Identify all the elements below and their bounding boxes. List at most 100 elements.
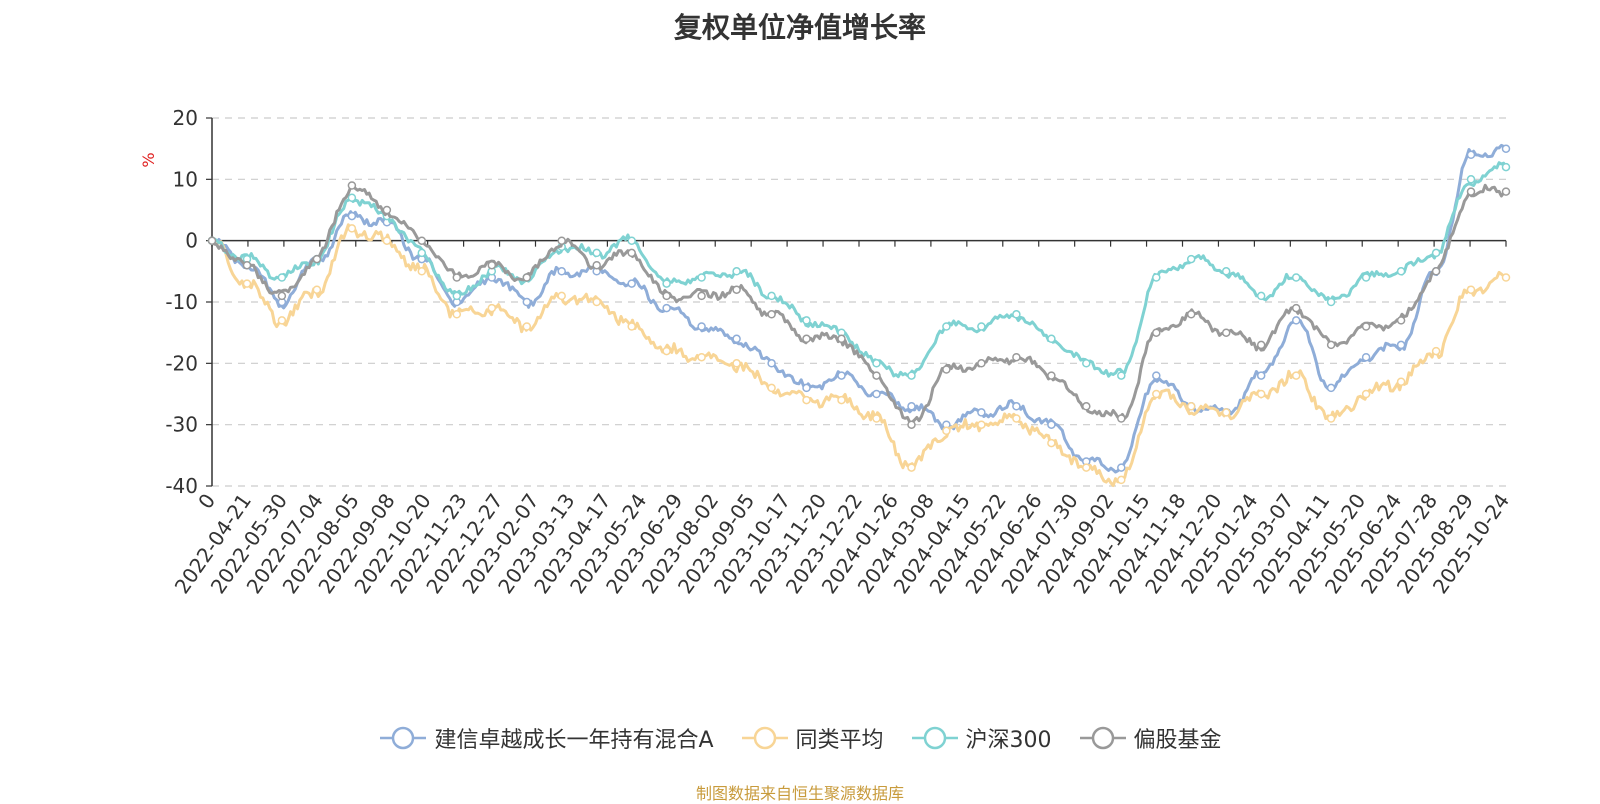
data-point (1291, 273, 1301, 282)
data-point (242, 260, 252, 270)
data-point (1431, 267, 1441, 276)
data-point (1012, 414, 1021, 423)
data-point (417, 267, 427, 276)
legend-item-2[interactable]: 同类平均 (740, 722, 884, 754)
y-axis-label: % (139, 152, 158, 167)
x-tick-label: 0 (193, 489, 220, 513)
data-point (732, 334, 741, 344)
data-point (312, 254, 322, 264)
data-point (1361, 322, 1371, 331)
data-point (382, 205, 392, 215)
legend-label: 建信卓越成长一年持有混合A (434, 728, 714, 753)
data-point (1361, 273, 1371, 282)
data-point (1047, 420, 1056, 429)
data-point (452, 310, 462, 319)
data-point (767, 310, 776, 319)
legend-marker-icon (741, 726, 788, 750)
legend-label: 沪深300 (965, 728, 1052, 753)
data-point (242, 279, 252, 288)
data-point (907, 420, 916, 429)
legend-label: 同类平均 (795, 728, 884, 753)
data-point (1186, 310, 1196, 319)
data-point (1047, 334, 1056, 344)
data-point (487, 260, 497, 270)
data-point (872, 359, 881, 368)
series-line (211, 223, 1507, 487)
data-point (1117, 414, 1126, 423)
data-point (1082, 463, 1091, 472)
data-point (732, 267, 741, 276)
data-point (277, 291, 287, 301)
data-point (557, 236, 566, 245)
data-point (802, 395, 811, 405)
legend-item-4[interactable]: 偏股基金 (1078, 722, 1222, 754)
data-point (1152, 389, 1161, 399)
data-point (1361, 352, 1371, 362)
data-point (802, 334, 811, 344)
data-point (1466, 285, 1476, 294)
series-line (211, 161, 1508, 379)
data-point (1466, 175, 1476, 184)
data-point (1221, 267, 1231, 276)
data-point (452, 273, 462, 282)
data-point (1117, 475, 1126, 485)
data-point (627, 248, 636, 258)
data-point (802, 316, 811, 325)
data-point (347, 193, 357, 202)
data-point (417, 236, 427, 245)
legend-label: 偏股基金 (1133, 728, 1222, 753)
data-point (662, 303, 671, 313)
data-point (1396, 316, 1406, 325)
data-point (1326, 383, 1336, 393)
legend-item-3[interactable]: 沪深300 (910, 722, 1052, 754)
data-point (767, 359, 776, 368)
data-point (697, 322, 706, 331)
y-tick-label: -30 (165, 413, 198, 437)
data-point (1012, 352, 1021, 362)
data-point (977, 322, 986, 331)
data-point (1326, 340, 1336, 350)
data-point (872, 389, 881, 399)
data-point (1291, 316, 1301, 325)
data-point (1221, 408, 1231, 417)
data-point (1466, 187, 1476, 196)
data-point (732, 359, 741, 368)
data-point (522, 322, 532, 331)
data-point (837, 334, 846, 344)
series-layer (207, 143, 1511, 487)
data-point (347, 211, 357, 221)
data-point (907, 402, 916, 411)
data-point (662, 291, 671, 301)
data-point (1186, 402, 1196, 411)
data-point (1431, 346, 1441, 356)
data-point (592, 248, 601, 258)
data-point (767, 383, 776, 393)
data-point (557, 267, 566, 276)
data-point (1012, 402, 1021, 411)
data-point (592, 260, 601, 270)
data-point (1396, 340, 1406, 350)
chart-title: 复权单位净值增长率 (673, 11, 926, 44)
data-point (1501, 144, 1511, 153)
data-point (1256, 291, 1266, 301)
data-point (837, 371, 846, 380)
data-point (1047, 371, 1056, 380)
data-point (627, 236, 636, 245)
data-point (627, 279, 636, 288)
data-point (907, 463, 916, 472)
data-point (662, 346, 671, 356)
data-point (1291, 303, 1301, 313)
data-point (1501, 187, 1511, 196)
data-point (662, 279, 671, 288)
data-point (1152, 273, 1161, 282)
data-point (907, 371, 916, 380)
legend-item-1[interactable]: 建信卓越成长一年持有混合A (378, 722, 714, 754)
series-4 (207, 181, 1511, 429)
data-point (277, 273, 287, 282)
data-point (1326, 297, 1336, 307)
data-point (977, 420, 986, 429)
legend-marker-icon (1079, 726, 1126, 750)
data-point (1291, 371, 1301, 380)
data-point (942, 322, 951, 331)
